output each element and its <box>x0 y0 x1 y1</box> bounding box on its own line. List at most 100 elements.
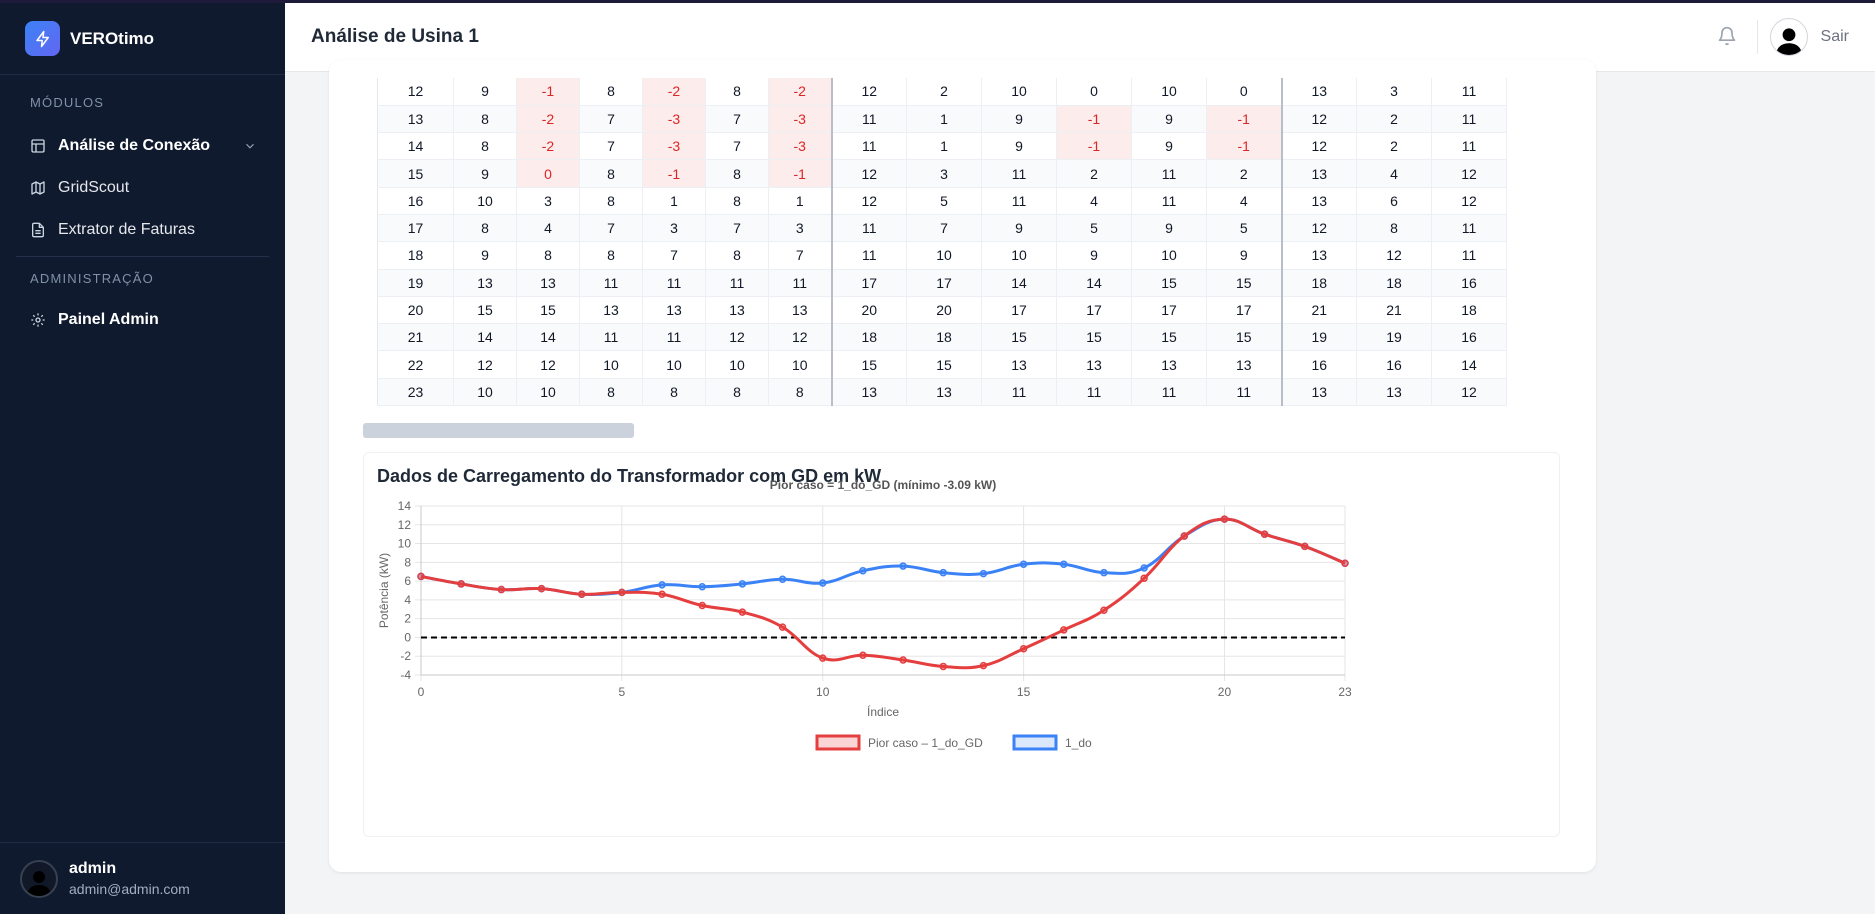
data-point[interactable] <box>618 588 626 597</box>
table-cell: 1 <box>906 105 982 134</box>
data-point[interactable] <box>698 582 706 591</box>
table-cell: 12 <box>1356 241 1432 270</box>
table-cell: 18 <box>1281 269 1357 297</box>
chart-section-title: Dados de Carregamento do Transformador c… <box>377 466 882 486</box>
table-cell: 13 <box>1281 378 1357 407</box>
data-point[interactable] <box>1100 606 1108 614</box>
data-point[interactable] <box>497 585 506 594</box>
table-cell: 11 <box>642 269 706 297</box>
data-point[interactable] <box>537 584 546 593</box>
data-point[interactable] <box>939 568 948 577</box>
table-cell: -3 <box>768 132 833 161</box>
data-point[interactable] <box>899 562 907 570</box>
data-point[interactable] <box>1260 530 1269 538</box>
data-point[interactable] <box>979 569 988 578</box>
table-cell: 13 <box>579 296 643 325</box>
data-point[interactable] <box>1019 560 1028 568</box>
data-point[interactable] <box>698 601 706 610</box>
data-point[interactable] <box>658 590 666 599</box>
data-point[interactable] <box>1019 644 1028 653</box>
table-cell: 18 <box>831 323 907 352</box>
modules-section-title: MÓDULOS <box>30 95 105 110</box>
table-cell: 3 <box>1356 78 1432 106</box>
table-cell: 11 <box>1056 378 1132 407</box>
table-cell: -2 <box>768 78 833 106</box>
table-cell: -2 <box>642 78 706 106</box>
table-cell: 12 <box>1431 159 1507 188</box>
table-cell: 16 <box>1431 323 1507 352</box>
table-cell: 11 <box>1431 241 1507 270</box>
table-cell: 5 <box>1056 214 1132 243</box>
data-point[interactable] <box>1341 559 1349 568</box>
data-point[interactable] <box>1180 532 1189 540</box>
table-cell: 13 <box>768 296 833 325</box>
table-cell: 3 <box>516 187 580 215</box>
data-point[interactable] <box>899 656 907 664</box>
data-point[interactable] <box>1060 626 1068 634</box>
data-point[interactable] <box>738 580 747 588</box>
data-point[interactable] <box>818 654 827 662</box>
table-cell: 1 <box>906 132 982 161</box>
data-point[interactable] <box>417 572 425 581</box>
table-cell: 8 <box>453 105 517 134</box>
data-point[interactable] <box>778 623 787 631</box>
data-point[interactable] <box>778 575 787 583</box>
data-point[interactable] <box>818 579 827 587</box>
data-point[interactable] <box>1140 574 1148 583</box>
table-cell: 13 <box>1131 350 1207 379</box>
row-index-cell: 23 <box>377 378 454 407</box>
table-cell: 9 <box>1131 132 1207 161</box>
brand[interactable]: VEROtimo <box>0 3 285 75</box>
table-cell: 11 <box>981 187 1057 215</box>
data-point[interactable] <box>577 590 586 599</box>
table-cell: 1 <box>768 187 833 215</box>
table-cell: 17 <box>1131 296 1207 325</box>
table-cell: 4 <box>1056 187 1132 215</box>
table-cell: 10 <box>768 350 833 379</box>
sidebar-item-extrator-faturas[interactable]: Extrator de Faturas <box>0 209 285 251</box>
data-point[interactable] <box>859 651 867 660</box>
table-cell: 12 <box>1281 105 1357 134</box>
data-point[interactable] <box>939 662 948 671</box>
legend-label: 1_do <box>1065 736 1092 750</box>
data-point[interactable] <box>1100 568 1108 577</box>
data-point[interactable] <box>859 567 867 575</box>
scrollbar-thumb[interactable] <box>363 423 634 438</box>
sidebar-item-gridscout[interactable]: GridScout <box>0 167 285 209</box>
sidebar-item-analise-conexao[interactable]: Análise de Conexão <box>0 125 285 167</box>
table-cell: 11 <box>579 269 643 297</box>
transformer-load-chart: Pior caso = 1_do_GD (mínimo -3.09 kW) 14 1… <box>377 478 1352 751</box>
bell-icon[interactable] <box>1717 26 1739 48</box>
horizontal-scrollbar[interactable] <box>363 423 1560 439</box>
avatar[interactable] <box>1769 18 1808 56</box>
data-point[interactable] <box>1301 542 1309 551</box>
table-row: 17 8 4 7 3 7 3 11 7 9 5 9 5 12 8 11 <box>377 214 1507 243</box>
avatar <box>20 859 58 898</box>
data-point[interactable] <box>979 661 988 670</box>
data-point[interactable] <box>738 608 747 616</box>
table-row: 21 14 14 11 11 12 12 18 18 15 15 15 15 19 19 16 <box>377 323 1507 352</box>
table-cell: 10 <box>705 350 769 379</box>
row-index-cell: 12 <box>377 78 454 106</box>
data-point[interactable] <box>457 580 465 588</box>
table-cell: 11 <box>831 132 907 161</box>
data-point[interactable] <box>1060 560 1068 568</box>
legend-swatch[interactable] <box>1012 734 1058 751</box>
sidebar-item-painel-admin[interactable]: Painel Admin <box>0 299 285 341</box>
legend-swatch[interactable] <box>815 734 861 751</box>
data-point[interactable] <box>658 581 666 589</box>
user-profile[interactable]: admin admin@admin.com <box>0 842 285 914</box>
data-point[interactable] <box>1140 564 1148 572</box>
table-cell: 16 <box>1281 350 1357 379</box>
table-cell: 2 <box>906 78 982 106</box>
table-cell: 3 <box>906 159 982 188</box>
row-index-cell: 20 <box>377 296 454 325</box>
table-cell: 17 <box>1206 296 1283 325</box>
row-index-cell: 17 <box>377 214 454 243</box>
table-cell: 5 <box>1206 214 1283 243</box>
table-cell: 13 <box>705 296 769 325</box>
admin-section-title: ADMINISTRAÇÃO <box>30 271 154 286</box>
data-point[interactable] <box>1220 515 1229 523</box>
table-cell: 1 <box>642 187 706 215</box>
logout-button[interactable]: Sair <box>1820 28 1849 45</box>
